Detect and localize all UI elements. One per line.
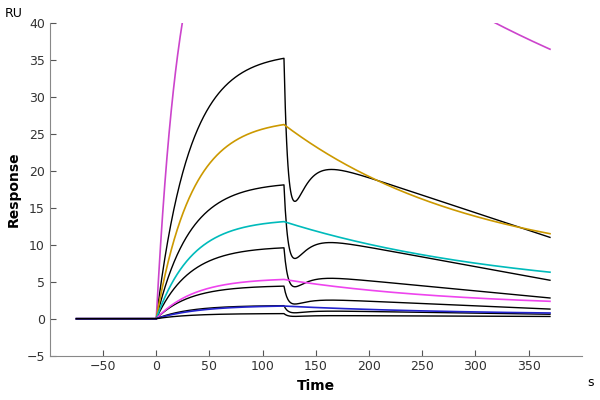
X-axis label: Time: Time — [297, 379, 335, 393]
Y-axis label: Response: Response — [7, 152, 21, 227]
Text: s: s — [587, 376, 594, 388]
Text: RU: RU — [5, 7, 23, 20]
